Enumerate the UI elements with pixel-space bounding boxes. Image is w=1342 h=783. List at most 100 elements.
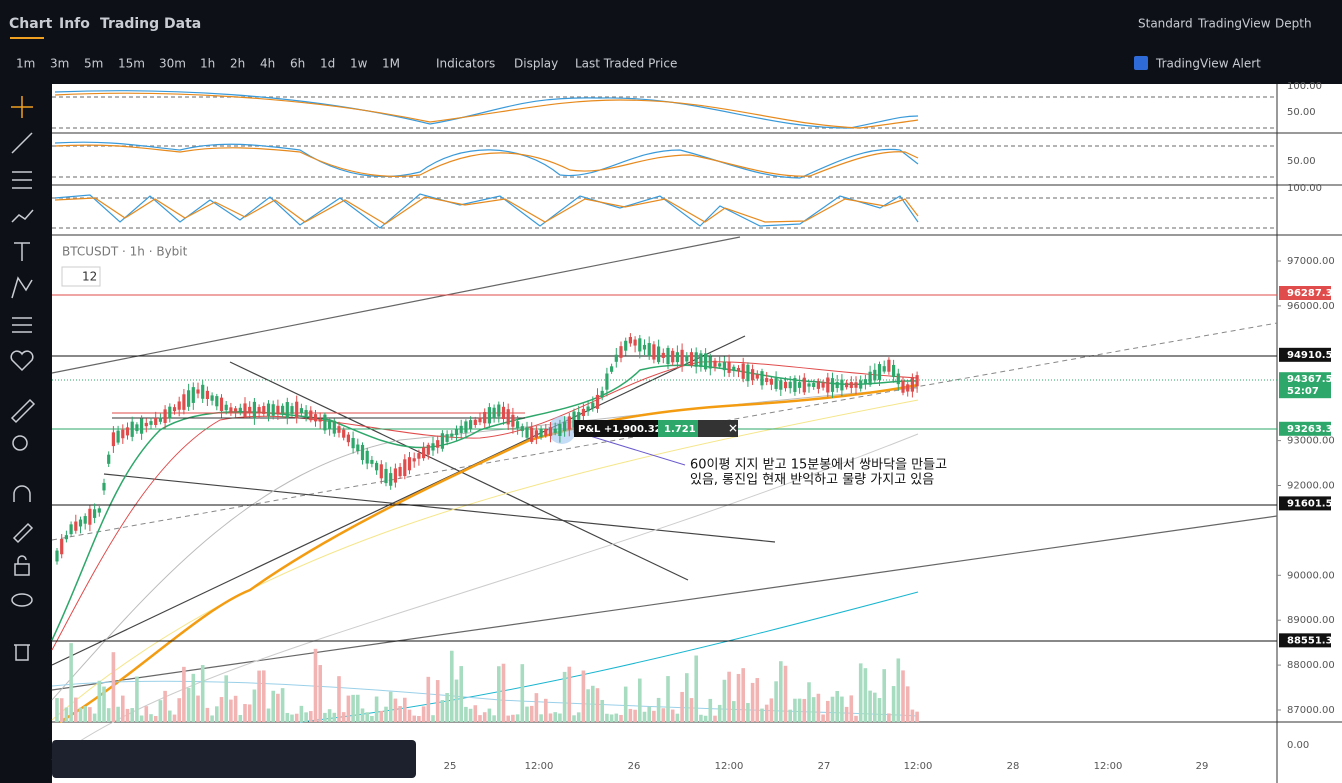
volume-bar — [191, 673, 196, 722]
candle-body — [135, 424, 139, 432]
volume-bar — [605, 713, 609, 722]
tab[interactable]: Trading Data — [100, 16, 201, 32]
interval[interactable]: 5m — [84, 57, 103, 71]
candle-body — [393, 468, 397, 483]
volume-bar — [713, 715, 717, 722]
time-label: 29 — [1196, 761, 1209, 772]
volume-bar — [398, 706, 402, 722]
tab[interactable]: Info — [59, 16, 90, 32]
volume-bar — [802, 698, 807, 722]
volume-bar — [388, 691, 393, 722]
candle-body — [877, 364, 882, 380]
candle-body — [487, 407, 491, 424]
count-box[interactable] — [61, 266, 101, 287]
view-option[interactable]: Standard — [1138, 17, 1193, 31]
volume-bar — [581, 670, 586, 722]
volume-bar — [365, 712, 369, 722]
volume-bar — [106, 708, 111, 722]
volume-bar — [294, 713, 299, 722]
candle-body — [205, 390, 209, 400]
volume-bar — [393, 698, 398, 722]
interval[interactable]: 1w — [350, 57, 368, 71]
candle-body — [633, 339, 637, 346]
volume-bar — [830, 696, 835, 722]
candle-body — [910, 376, 914, 392]
drawing-toolbar[interactable] — [52, 740, 416, 778]
candle-body — [426, 444, 430, 455]
view-option[interactable]: Depth — [1275, 17, 1312, 31]
interval[interactable]: 4h — [260, 57, 275, 71]
interval[interactable]: 1M — [382, 57, 400, 71]
menu[interactable]: Last Traded Price — [575, 57, 677, 71]
volume-bar — [628, 708, 633, 722]
candle-body — [539, 429, 543, 438]
volume-bar — [769, 698, 774, 722]
candle-body — [210, 395, 214, 401]
volume-bar — [553, 712, 557, 722]
volume-bar — [304, 712, 308, 722]
volume-bar — [506, 715, 510, 722]
close-icon[interactable]: ✕ — [728, 422, 738, 436]
volume-bar — [896, 658, 901, 722]
volume-bar — [243, 704, 247, 722]
volume-bar — [431, 715, 435, 722]
volume-bar — [332, 712, 337, 722]
volume-bar — [905, 686, 910, 722]
volume-bar — [750, 682, 755, 722]
candle-body — [906, 384, 910, 392]
menu[interactable]: Indicators — [436, 57, 495, 71]
candle-body — [544, 428, 548, 436]
candle-body — [389, 473, 393, 486]
interval[interactable]: 3m — [50, 57, 69, 71]
tab[interactable]: Chart — [9, 16, 53, 32]
volume-bar — [478, 715, 482, 722]
candles — [55, 333, 919, 565]
candle-body — [356, 444, 360, 452]
volume-bar — [374, 696, 379, 722]
candle-body — [863, 379, 867, 384]
interval[interactable]: 1m — [16, 57, 35, 71]
candle-body — [224, 404, 228, 411]
candle-body — [74, 521, 78, 531]
interval[interactable]: 2h — [230, 57, 245, 71]
interval[interactable]: 6h — [290, 57, 305, 71]
countdown: 52:07 — [1287, 386, 1319, 397]
candle-body — [125, 427, 130, 436]
volume-bar — [130, 708, 134, 722]
volume-bar — [797, 698, 802, 722]
candle-body — [102, 482, 106, 491]
volume-bar — [74, 697, 78, 722]
candle-body — [219, 397, 224, 412]
candle-body — [360, 444, 365, 461]
volume-bar — [699, 714, 703, 722]
volume-bar — [529, 705, 534, 722]
volume-bar — [680, 691, 684, 722]
volume-bar — [849, 695, 854, 722]
interval[interactable]: 1h — [200, 57, 215, 71]
candle-body — [760, 371, 764, 386]
candle-body — [610, 366, 614, 372]
volume-bar — [732, 701, 736, 722]
pos-buttons[interactable] — [698, 420, 738, 437]
alert-button[interactable]: TradingView Alert — [1155, 57, 1261, 71]
volume-bar — [586, 689, 590, 722]
oscillator-label: 50.00 — [1287, 107, 1316, 118]
volume-bar — [266, 708, 271, 722]
volume-bar — [760, 708, 764, 722]
volume-bar — [647, 706, 651, 722]
candle-body — [563, 422, 567, 431]
candle-body — [840, 379, 844, 391]
menu[interactable]: Display — [514, 57, 558, 71]
interval[interactable]: 1d — [320, 57, 335, 71]
price-tag-label: 93263.30 — [1287, 424, 1340, 435]
volume-bar — [403, 697, 407, 722]
volume-bar — [341, 712, 346, 722]
volume-bar — [614, 713, 619, 722]
view-option[interactable]: TradingView — [1197, 17, 1271, 31]
candle-body — [849, 382, 853, 388]
volume-bar — [224, 675, 228, 722]
candle-body — [727, 361, 731, 373]
interval[interactable]: 15m — [118, 57, 145, 71]
interval[interactable]: 30m — [159, 57, 186, 71]
candle-body — [647, 343, 651, 357]
